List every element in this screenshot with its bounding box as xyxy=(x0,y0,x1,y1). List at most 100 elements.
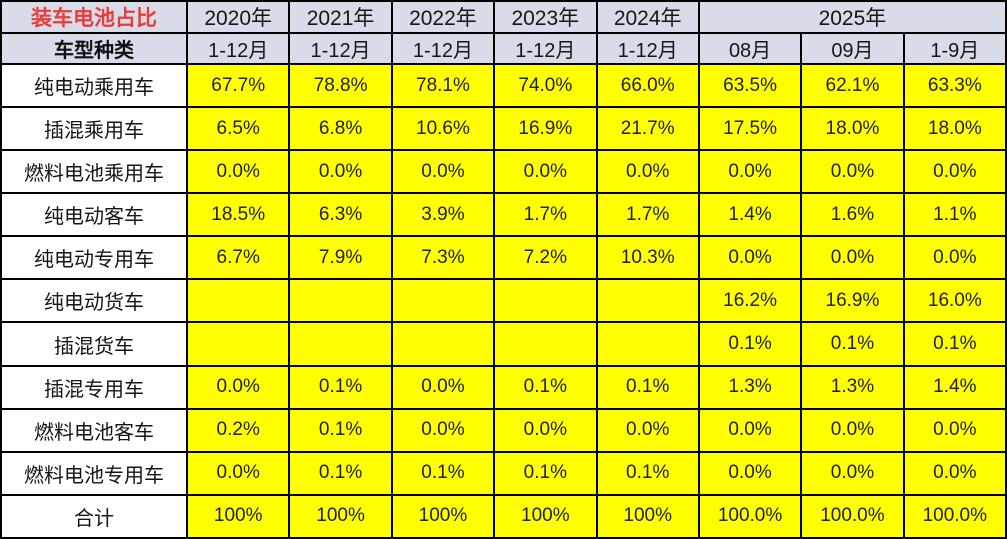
value-cell: 0.1% xyxy=(493,450,598,496)
value-cell: 0.0% xyxy=(697,407,803,453)
table-row: 纯电动乘用车 67.7% 78.8% 78.1% 74.0% 66.0% 63.5% 62.1… xyxy=(0,62,1007,109)
table-row: 插混货车 0.1% 0.1% 0.1% xyxy=(0,321,1007,367)
value-cell: 6.7% xyxy=(185,235,291,281)
period-header: 1-12月 xyxy=(493,32,598,65)
value-cell xyxy=(390,321,496,367)
value-cell: 0.1% xyxy=(595,450,700,496)
value-cell xyxy=(595,278,700,324)
value-cell: 67.7% xyxy=(185,62,291,109)
value-cell: 1.4% xyxy=(697,192,803,238)
year-header-row: 装车电池占比 2020年 2021年 2022年 2023年 2024年 202… xyxy=(0,0,1007,34)
value-cell: 1.4% xyxy=(902,364,1007,410)
period-header: 1-9月 xyxy=(902,32,1007,65)
value-cell: 1.3% xyxy=(697,364,803,410)
value-cell xyxy=(493,321,598,367)
value-cell: 1.7% xyxy=(595,192,700,238)
value-cell: 0.0% xyxy=(493,149,598,195)
value-cell: 0.0% xyxy=(697,235,803,281)
row-label: 纯电动专用车 xyxy=(0,235,188,281)
table-row: 纯电动专用车 6.7% 7.9% 7.3% 7.2% 10.3% 0.0% 0.0% 0.0% xyxy=(0,235,1007,281)
value-cell: 10.6% xyxy=(390,106,496,152)
period-header: 1-12月 xyxy=(390,32,496,65)
value-cell: 7.9% xyxy=(288,235,393,281)
value-cell: 0.0% xyxy=(800,235,905,281)
table-row: 燃料电池客车 0.2% 0.1% 0.0% 0.0% 0.0% 0.0% 0.0% 0.0% xyxy=(0,407,1007,453)
table-row: 插混专用车 0.0% 0.1% 0.0% 0.1% 0.1% 1.3% 1.3% 1.4% xyxy=(0,364,1007,410)
value-cell: 0.0% xyxy=(902,149,1007,195)
year-header-2021: 2021年 xyxy=(288,0,393,34)
row-label: 插混专用车 xyxy=(0,364,188,410)
value-cell: 100.0% xyxy=(800,493,905,539)
value-cell xyxy=(595,321,700,367)
value-cell: 17.5% xyxy=(697,106,803,152)
value-cell: 100% xyxy=(390,493,496,539)
value-cell: 0.1% xyxy=(697,321,803,367)
value-cell: 0.1% xyxy=(390,450,496,496)
value-cell: 16.9% xyxy=(493,106,598,152)
value-cell: 78.8% xyxy=(288,62,393,109)
value-cell xyxy=(390,278,496,324)
total-row: 合计 100% 100% 100% 100% 100% 100.0% 100.0% 100.0% xyxy=(0,493,1007,539)
value-cell: 100.0% xyxy=(697,493,803,539)
value-cell: 0.0% xyxy=(390,407,496,453)
value-cell: 6.8% xyxy=(288,106,393,152)
row-label: 纯电动乘用车 xyxy=(0,62,188,109)
value-cell: 0.0% xyxy=(390,149,496,195)
value-cell: 78.1% xyxy=(390,62,496,109)
value-cell: 1.6% xyxy=(800,192,905,238)
value-cell: 0.0% xyxy=(185,149,291,195)
table-row: 纯电动客车 18.5% 6.3% 3.9% 1.7% 1.7% 1.4% 1.6% 1.1% xyxy=(0,192,1007,238)
value-cell: 63.3% xyxy=(902,62,1007,109)
value-cell: 0.0% xyxy=(185,450,291,496)
value-cell: 100% xyxy=(493,493,598,539)
value-cell: 0.0% xyxy=(595,407,700,453)
value-cell xyxy=(288,321,393,367)
value-cell: 18.0% xyxy=(902,106,1007,152)
table-row: 燃料电池乘用车 0.0% 0.0% 0.0% 0.0% 0.0% 0.0% 0.0% 0.0% xyxy=(0,149,1007,195)
value-cell: 0.0% xyxy=(902,235,1007,281)
value-cell: 0.0% xyxy=(697,450,803,496)
row-label: 纯电动货车 xyxy=(0,278,188,324)
total-row-label: 合计 xyxy=(0,493,188,539)
value-cell: 21.7% xyxy=(595,106,700,152)
value-cell: 0.0% xyxy=(493,407,598,453)
value-cell: 0.1% xyxy=(288,407,393,453)
year-header-2023: 2023年 xyxy=(493,0,598,34)
table-row: 纯电动货车 16.2% 16.9% 16.0% xyxy=(0,278,1007,324)
value-cell xyxy=(493,278,598,324)
value-cell: 7.3% xyxy=(390,235,496,281)
value-cell: 1.3% xyxy=(800,364,905,410)
value-cell xyxy=(185,321,291,367)
year-header-2022: 2022年 xyxy=(390,0,496,34)
period-header: 1-12月 xyxy=(288,32,393,65)
value-cell: 16.0% xyxy=(902,278,1007,324)
value-cell: 0.1% xyxy=(800,321,905,367)
value-cell: 10.3% xyxy=(595,235,700,281)
table-header: 装车电池占比 2020年 2021年 2022年 2023年 2024年 202… xyxy=(0,0,1007,65)
value-cell: 0.1% xyxy=(493,364,598,410)
value-cell: 1.1% xyxy=(902,192,1007,238)
value-cell: 0.0% xyxy=(390,364,496,410)
row-label: 纯电动客车 xyxy=(0,192,188,238)
row-header-label: 车型种类 xyxy=(0,32,188,65)
value-cell: 3.9% xyxy=(390,192,496,238)
value-cell: 0.2% xyxy=(185,407,291,453)
value-cell: 18.5% xyxy=(185,192,291,238)
value-cell: 0.0% xyxy=(185,364,291,410)
value-cell: 100% xyxy=(185,493,291,539)
row-label: 燃料电池客车 xyxy=(0,407,188,453)
value-cell: 6.3% xyxy=(288,192,393,238)
row-label: 插混乘用车 xyxy=(0,106,188,152)
value-cell: 100% xyxy=(288,493,393,539)
table-body: 纯电动乘用车 67.7% 78.8% 78.1% 74.0% 66.0% 63.5% 62.1… xyxy=(0,62,1007,539)
value-cell: 16.2% xyxy=(697,278,803,324)
value-cell xyxy=(185,278,291,324)
row-label: 插混货车 xyxy=(0,321,188,367)
value-cell: 74.0% xyxy=(493,62,598,109)
value-cell: 66.0% xyxy=(595,62,700,109)
period-header: 1-12月 xyxy=(185,32,291,65)
value-cell: 16.9% xyxy=(800,278,905,324)
value-cell: 0.1% xyxy=(595,364,700,410)
value-cell: 0.0% xyxy=(800,407,905,453)
